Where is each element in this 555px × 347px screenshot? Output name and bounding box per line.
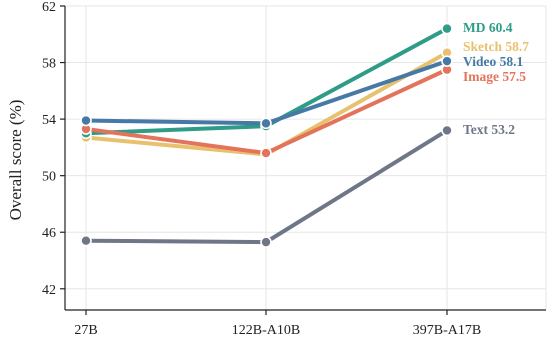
end-label-image: Image 57.5 bbox=[463, 69, 526, 84]
end-label-md: MD 60.4 bbox=[463, 20, 513, 35]
x-tick-label: 122B-A10B bbox=[232, 323, 300, 338]
y-tick-label: 58 bbox=[42, 57, 56, 72]
y-tick-label: 42 bbox=[42, 283, 56, 298]
x-ticks: 27B 122B-A10B 397B-A17B bbox=[74, 310, 481, 338]
data-point-video bbox=[80, 114, 92, 127]
data-point-video bbox=[260, 117, 272, 130]
y-tick-label: 62 bbox=[42, 0, 56, 15]
data-point-text bbox=[80, 234, 92, 247]
data-point-video bbox=[441, 55, 453, 67]
data-point-text bbox=[441, 124, 453, 137]
x-tick-label: 27B bbox=[74, 323, 97, 338]
end-label-video: Video 58.1 bbox=[463, 54, 523, 69]
data-point-md bbox=[441, 22, 453, 35]
data-point-image bbox=[260, 147, 272, 159]
grid bbox=[65, 5, 547, 310]
data-point-text bbox=[260, 236, 272, 248]
end-label-text: Text 53.2 bbox=[463, 122, 515, 137]
y-tick-label: 46 bbox=[42, 226, 56, 241]
x-tick-label: 397B-A17B bbox=[413, 323, 481, 338]
series bbox=[80, 22, 453, 248]
y-ticks: 42 46 50 54 58 62 bbox=[42, 0, 65, 298]
series-video bbox=[80, 55, 453, 130]
axes bbox=[64, 6, 546, 311]
end-labels: Text 53.2 Sketch 58.7 MD 60.4 Image 57.5Vid… bbox=[463, 20, 529, 137]
y-axis-label: Overall score (%) bbox=[6, 100, 25, 221]
y-tick-label: 50 bbox=[42, 170, 56, 185]
y-tick-label: 54 bbox=[42, 113, 56, 128]
series-image bbox=[80, 63, 453, 159]
series-text bbox=[80, 124, 453, 248]
end-label-sketch: Sketch 58.7 bbox=[463, 39, 529, 54]
